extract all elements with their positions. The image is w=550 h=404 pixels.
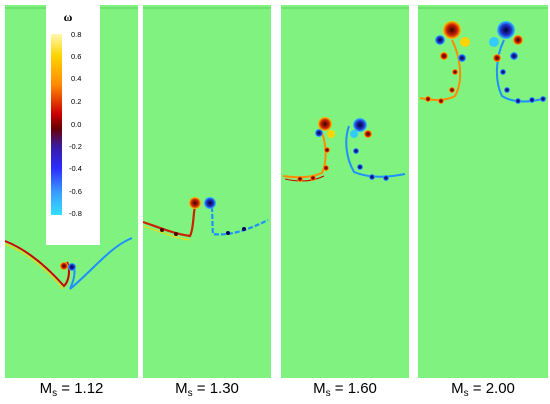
- colorbar-tick: 0.0: [71, 120, 81, 129]
- panel-1-vortex-left: [60, 262, 68, 270]
- panel-4: [418, 5, 548, 378]
- colorbar-tick: -0.8: [69, 209, 82, 218]
- colorbar-tick: 0.6: [71, 52, 81, 61]
- panel-1-vortex-right: [68, 263, 76, 271]
- panel-4-label: Ms = 2.00: [451, 380, 515, 399]
- panel-3-field: [281, 5, 409, 378]
- panel-3-front-positive: [282, 127, 327, 179]
- panel-3-wake-vortices: [297, 147, 389, 182]
- panel-2-field: [143, 5, 271, 378]
- panel-3-label: Ms = 1.60: [313, 380, 377, 399]
- colorbar: ω 0.8 0.6 0.4 0.2 0.0 -0.2 -0.4 -0.6 -0.…: [46, 5, 100, 245]
- colorbar-tick: 0.2: [71, 97, 81, 106]
- panel-4-vortex-cluster-left: [435, 21, 470, 75]
- colorbar-tick: -0.2: [69, 142, 82, 151]
- panel-2-wake-dots: [160, 227, 246, 236]
- panel-1-label: Ms = 1.12: [39, 380, 104, 399]
- panel-2-vortex-left: [189, 197, 201, 209]
- panel-4-wake-vortices: [425, 87, 546, 104]
- colorbar-ticks: 0.8 0.6 0.4 0.2 0.0 -0.2 -0.4 -0.6 -0.8: [69, 30, 82, 218]
- colorbar-tick: -0.4: [69, 164, 82, 173]
- panel-2-front-negative: [209, 199, 269, 236]
- panel-4-field: [418, 5, 548, 378]
- colorbar-tick: 0.8: [71, 30, 81, 39]
- colorbar-gradient: [51, 34, 62, 215]
- panel-3-vortex-cluster-right: [350, 118, 372, 138]
- panel-4-vortex-cluster-right: [489, 21, 523, 75]
- panel-2-label: Ms = 1.30: [175, 380, 239, 399]
- panel-3-vortex-cluster-left: [315, 117, 335, 138]
- panel-2: [142, 5, 271, 378]
- colorbar-tick: 0.4: [71, 74, 81, 83]
- panel-2-vortex-right: [204, 197, 216, 209]
- panel-3: [281, 5, 409, 378]
- colorbar-symbol: ω: [64, 10, 73, 24]
- panel-1-front-negative: [69, 237, 133, 290]
- colorbar-tick: -0.6: [69, 187, 82, 196]
